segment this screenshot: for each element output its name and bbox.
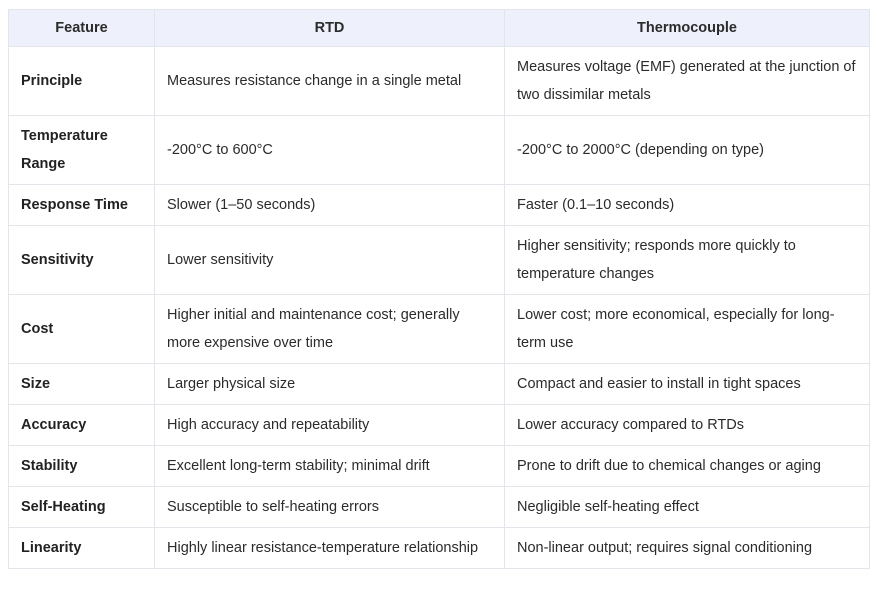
comparison-table-container: Feature RTD Thermocouple Principle Measu…	[8, 9, 870, 569]
thermocouple-cell: -200°C to 2000°C (depending on type)	[504, 115, 870, 185]
comparison-table: Feature RTD Thermocouple Principle Measu…	[8, 9, 870, 569]
thermocouple-cell: Measures voltage (EMF) generated at the …	[504, 46, 870, 116]
rtd-cell: Higher initial and maintenance cost; gen…	[154, 294, 505, 364]
thermocouple-cell: Non-linear output; requires signal condi…	[504, 527, 870, 569]
feature-cell: Temperature Range	[8, 115, 155, 185]
thermocouple-cell: Lower cost; more economical, especially …	[504, 294, 870, 364]
rtd-cell: Slower (1–50 seconds)	[154, 184, 505, 226]
header-feature: Feature	[8, 9, 155, 47]
feature-cell: Stability	[8, 445, 155, 487]
rtd-cell: Lower sensitivity	[154, 225, 505, 295]
feature-cell: Cost	[8, 294, 155, 364]
thermocouple-cell: Negligible self-heating effect	[504, 486, 870, 528]
thermocouple-cell: Faster (0.1–10 seconds)	[504, 184, 870, 226]
table-row: Temperature Range -200°C to 600°C -200°C…	[8, 115, 870, 185]
rtd-cell: -200°C to 600°C	[154, 115, 505, 185]
header-thermocouple: Thermocouple	[504, 9, 870, 47]
rtd-cell: Highly linear resistance-temperature rel…	[154, 527, 505, 569]
table-row: Linearity Highly linear resistance-tempe…	[8, 527, 870, 569]
table-header: Feature RTD Thermocouple	[8, 9, 870, 47]
header-rtd: RTD	[154, 9, 505, 47]
table-row: Size Larger physical size Compact and ea…	[8, 363, 870, 405]
feature-cell: Linearity	[8, 527, 155, 569]
rtd-cell: Excellent long-term stability; minimal d…	[154, 445, 505, 487]
rtd-cell: High accuracy and repeatability	[154, 404, 505, 446]
feature-cell: Self-Heating	[8, 486, 155, 528]
table-row: Cost Higher initial and maintenance cost…	[8, 294, 870, 364]
rtd-cell: Susceptible to self-heating errors	[154, 486, 505, 528]
feature-cell: Response Time	[8, 184, 155, 226]
table-row: Response Time Slower (1–50 seconds) Fast…	[8, 184, 870, 226]
rtd-cell: Measures resistance change in a single m…	[154, 46, 505, 116]
header-row: Feature RTD Thermocouple	[8, 9, 870, 47]
feature-cell: Sensitivity	[8, 225, 155, 295]
table-row: Self-Heating Susceptible to self-heating…	[8, 486, 870, 528]
table-row: Stability Excellent long-term stability;…	[8, 445, 870, 487]
thermocouple-cell: Higher sensitivity; responds more quickl…	[504, 225, 870, 295]
table-row: Principle Measures resistance change in …	[8, 46, 870, 116]
table-row: Accuracy High accuracy and repeatability…	[8, 404, 870, 446]
table-row: Sensitivity Lower sensitivity Higher sen…	[8, 225, 870, 295]
table-body: Principle Measures resistance change in …	[8, 46, 870, 569]
thermocouple-cell: Lower accuracy compared to RTDs	[504, 404, 870, 446]
feature-cell: Size	[8, 363, 155, 405]
feature-cell: Accuracy	[8, 404, 155, 446]
thermocouple-cell: Prone to drift due to chemical changes o…	[504, 445, 870, 487]
thermocouple-cell: Compact and easier to install in tight s…	[504, 363, 870, 405]
rtd-cell: Larger physical size	[154, 363, 505, 405]
feature-cell: Principle	[8, 46, 155, 116]
